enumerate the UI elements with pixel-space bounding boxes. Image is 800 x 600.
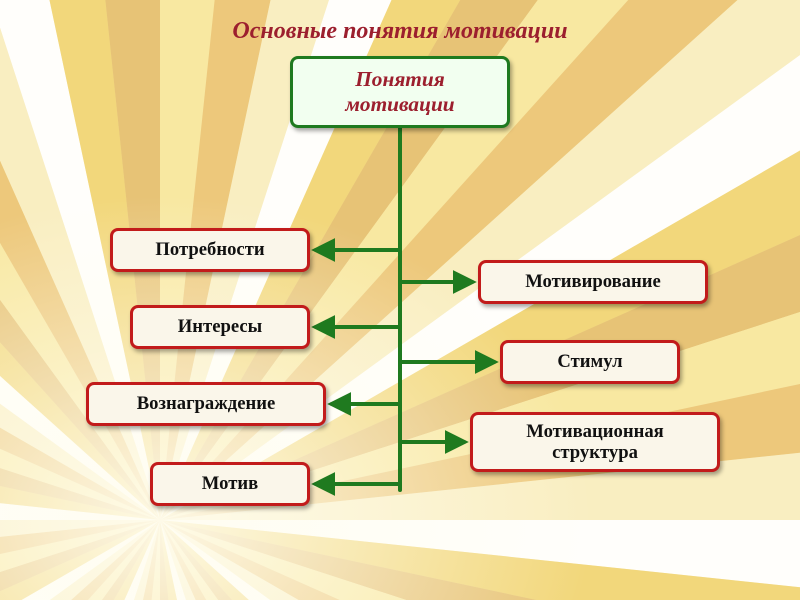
concept-box-motive: Мотив <box>150 462 310 506</box>
concept-box-label: Интересы <box>178 316 262 337</box>
concept-box-interests: Интересы <box>130 305 310 349</box>
diagram-stage: Основные понятия мотивации Понятия мотив… <box>0 0 800 600</box>
concept-box-label: Стимул <box>557 351 622 372</box>
root-concept-box: Понятия мотивации <box>290 56 510 128</box>
concept-box-label: Вознаграждение <box>137 393 276 414</box>
concept-box-needs: Потребности <box>110 228 310 272</box>
concept-box-label: Потребности <box>155 239 264 260</box>
page-title: Основные понятия мотивации <box>0 18 800 45</box>
concept-box-label: Мотивирование <box>525 271 661 292</box>
concept-box-structure: Мотивационнаяструктура <box>470 412 720 472</box>
concept-box-reward: Вознаграждение <box>86 382 326 426</box>
concept-box-label: Мотивационнаяструктура <box>526 421 664 464</box>
concept-box-stimulus: Стимул <box>500 340 680 384</box>
concept-box-motivating: Мотивирование <box>478 260 708 304</box>
root-box-label: Понятия мотивации <box>345 67 454 116</box>
concept-box-label: Мотив <box>202 473 258 494</box>
